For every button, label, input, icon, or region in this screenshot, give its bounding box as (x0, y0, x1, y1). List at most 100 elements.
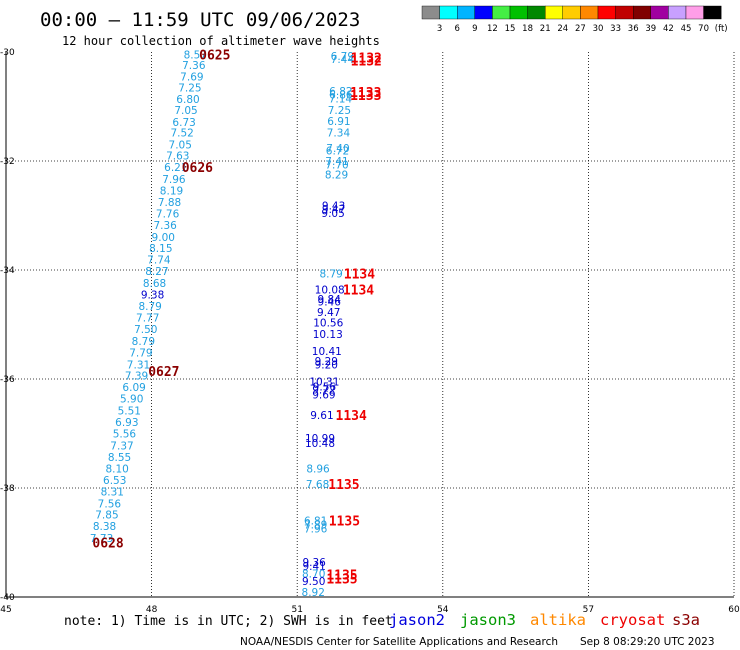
colorbar-swatch (509, 5, 528, 20)
swh-value-label: 7.85 (95, 510, 118, 522)
swh-value-label: 7.79 (129, 347, 152, 359)
swh-value-label: 6.82 (329, 86, 352, 98)
swh-value-label: 7.56 (98, 498, 122, 510)
swh-value-label: 9.47 (322, 204, 345, 216)
satellite-legend-cryosat: cryosat (600, 611, 665, 629)
swh-value-label: 7.88 (158, 197, 181, 209)
swh-value-label: 8.79 (319, 268, 342, 280)
swh-value-label: 6.80 (176, 94, 199, 106)
pass-time-label: 0627 (148, 365, 179, 380)
pass-time-label: 1133 (350, 86, 381, 101)
colorbar-swatch (597, 5, 616, 20)
colorbar-label: 15 (505, 24, 516, 34)
colorbar-label: 39 (645, 24, 656, 34)
satellite-legend-jason2: jason2 (389, 611, 445, 629)
swh-value-label: 9.43 (322, 201, 345, 213)
colorbar-swatch (685, 5, 704, 20)
footer-credit: NOAA/NESDIS Center for Satellite Applica… (240, 636, 558, 648)
swh-value-label: 8.19 (160, 185, 183, 197)
swh-data-points: 8.577.367.697.256.807.056.737.527.057.63… (90, 50, 354, 599)
swh-value-label: 7.34 (327, 128, 351, 140)
colorbar-swatch (421, 5, 440, 20)
swh-value-label: 7.68 (306, 479, 329, 491)
colorbar-label: 12 (487, 24, 498, 34)
swh-value-label: 7.76 (156, 208, 180, 220)
swh-value-label: 8.79 (138, 301, 161, 313)
swh-value-label: 8.96 (306, 463, 330, 475)
colorbar-label: (ft) (715, 24, 728, 34)
swh-value-label: 7.25 (178, 82, 201, 94)
swh-value-label: 9.20 (315, 359, 338, 371)
swh-value-label: 9.50 (302, 576, 325, 588)
swh-value-label: 6.86 (329, 90, 353, 102)
swh-value-label: 9.84 (318, 294, 342, 306)
y-tick-label: -36 (0, 375, 15, 385)
swh-value-label: 10.48 (305, 438, 335, 450)
swh-value-label: 7.05 (174, 105, 197, 117)
swh-value-label: 6.09 (122, 382, 145, 394)
pass-time-label: 1135 (326, 569, 357, 584)
swh-value-label: 7.39 (125, 371, 148, 383)
swh-value-label: 7.63 (166, 151, 189, 163)
swh-value-label: 8.55 (108, 452, 131, 464)
swh-value-label: 9.29 (315, 356, 338, 368)
swh-value-label: 7.69 (180, 72, 203, 84)
swh-value-label: 6.73 (172, 117, 195, 129)
pass-time-label: 1133 (350, 89, 381, 104)
colorbar-label: 9 (472, 24, 477, 34)
grid-lines (6, 52, 735, 597)
swh-value-label: 5.90 (120, 394, 143, 406)
colorbar-label: 36 (628, 24, 639, 34)
pass-time-label: 1134 (344, 267, 375, 282)
swh-value-label: 9.72 (312, 384, 335, 396)
x-tick-label: 57 (583, 605, 594, 615)
swh-value-label: 8.10 (105, 463, 128, 475)
swh-value-label: 7.25 (328, 105, 351, 117)
colorbar-swatch (527, 5, 546, 20)
swh-value-label: 8.29 (325, 170, 348, 182)
pass-time-label: 0625 (199, 49, 230, 64)
colorbar-swatch (580, 5, 599, 20)
swh-value-label: 7.36 (182, 60, 206, 72)
swh-value-label: 9.41 (302, 561, 325, 573)
swh-value-label: 7.40 (326, 143, 349, 155)
swh-value-label: 6.21 (164, 162, 187, 174)
swh-value-label: 10.13 (313, 329, 343, 341)
y-tick-labels: -30 -32 -34 -36 -38 -40 (0, 48, 15, 603)
swh-value-label: 7.14 (329, 93, 353, 105)
swh-value-label: 8.92 (302, 587, 325, 599)
swh-value-label: 6.81 (304, 516, 327, 528)
y-tick-label: -30 (0, 48, 15, 58)
footer-timestamp: Sep 8 08:29:20 UTC 2023 (580, 636, 715, 648)
swh-value-label: 7.70 (325, 159, 348, 171)
swh-value-label: 7.36 (153, 220, 177, 232)
colorbar-swatch (492, 5, 511, 20)
swh-value-label: 10.08 (315, 285, 345, 297)
swh-value-label: 8.15 (149, 243, 172, 255)
colorbar-label: 21 (540, 24, 551, 34)
colorbar-label: 42 (663, 24, 674, 34)
chart-subtitle: 12 hour collection of altimeter wave hei… (62, 34, 380, 48)
colorbar-label: 45 (681, 24, 692, 34)
swh-value-label: 5.56 (113, 429, 137, 441)
colorbar-swatch (633, 5, 652, 20)
colorbar-label: 33 (610, 24, 621, 34)
swh-value-label: 8.27 (145, 266, 168, 278)
swh-value-label: 9.69 (312, 389, 335, 401)
plot-area (5, 52, 734, 598)
colorbar-swatch (439, 5, 458, 20)
colorbar-label: 70 (698, 24, 709, 34)
pass-time-label: 1132 (351, 51, 382, 66)
swh-value-label: 6.91 (327, 116, 350, 128)
y-tick-label: -32 (0, 157, 15, 167)
pass-time-label: 1135 (326, 572, 357, 587)
colorbar-legend: 3 6 9 12 15 18 21 24 27 30 33 36 39 42 45 70 (ft) (421, 5, 728, 34)
swh-value-label: 7.77 (136, 312, 159, 324)
pass-time-label: 1135 (328, 478, 359, 493)
swh-value-label: 9.00 (152, 232, 175, 244)
x-tick-label: 45 (0, 605, 11, 615)
pass-time-label: 1135 (329, 515, 360, 530)
colorbar-swatch (562, 5, 581, 20)
y-tick-label: -40 (0, 593, 15, 603)
